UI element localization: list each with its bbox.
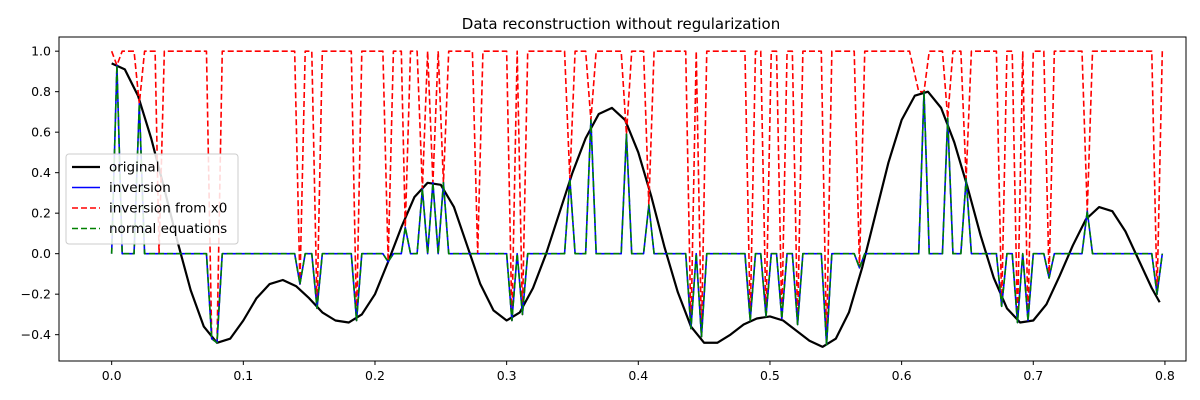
legend-label: inversion [109,180,171,196]
plot-area [59,37,1186,361]
series-line-normal-equations [110,64,1164,346]
y-tick-label: −0.2 [21,287,51,302]
chart-title: Data reconstruction without regularizati… [462,15,780,33]
x-tick-label: 0.0 [102,368,122,383]
x-tick-label: 0.4 [628,368,648,383]
legend-box [65,153,239,245]
series-line-original [111,62,1161,348]
y-tick-label: 0.2 [31,206,51,221]
legend-label: original [109,160,159,176]
series-line-inversion-from-x0 [110,50,1164,346]
y-tick-label: 0.6 [31,125,51,140]
legend-label: inversion from x0 [109,201,227,217]
legend-label: normal equations [109,221,227,237]
x-tick-label: 0.6 [892,368,912,383]
axis-layer: 0.0 0.1 0.2 0.3 0.4 0.5 0.6 0.7 0.8 −0.4 −0.2 0.0 0.… [21,44,1175,383]
x-tick-label: 0.7 [1023,368,1043,383]
plot-frame [58,36,1187,362]
legend: original inversion inversion from x0 normal… [65,153,239,245]
y-tick-label: 1.0 [31,44,51,59]
x-tick-label: 0.2 [365,368,385,383]
x-tick-label: 0.5 [760,368,780,383]
series-layer [110,50,1164,348]
x-tick-label: 0.3 [497,368,517,383]
y-tick-label: 0.0 [31,246,51,261]
y-tick-label: −0.4 [21,327,51,342]
y-tick-label: 0.8 [31,84,51,99]
y-tick-label: 0.4 [31,165,51,180]
x-tick-label: 0.1 [233,368,253,383]
x-tick-label: 0.8 [1155,368,1175,383]
